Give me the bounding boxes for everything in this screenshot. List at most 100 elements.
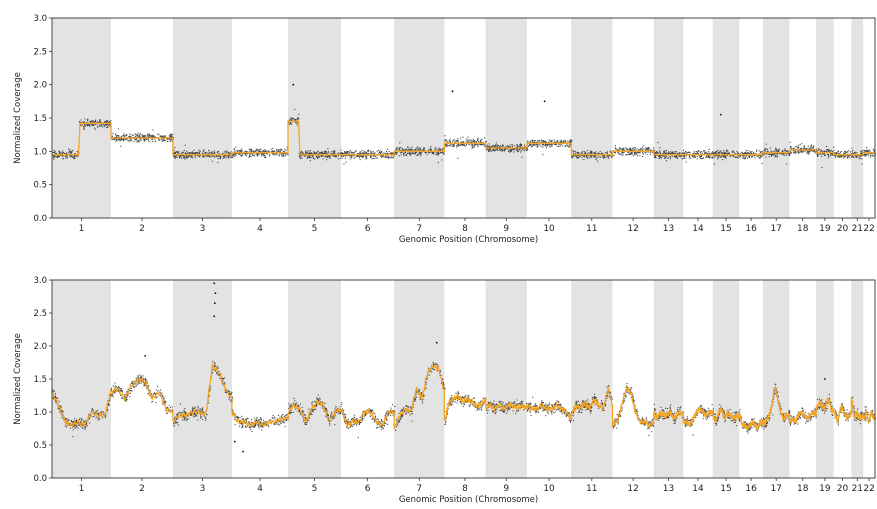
coverage-points-chr14	[684, 149, 714, 162]
chromosome-band-1	[52, 18, 111, 218]
x-tick-label-chr9: 9	[503, 224, 509, 234]
x-tick-label-chr6: 6	[365, 224, 371, 234]
outlier-point-5	[144, 355, 146, 357]
x-tick-label-chr14: 14	[692, 484, 704, 494]
chromosome-band-11	[571, 280, 612, 478]
outlier-point-8	[242, 451, 244, 453]
chromosome-band-21	[851, 18, 863, 218]
chromosome-band-7	[394, 18, 444, 218]
y-tick-label: 0.5	[33, 181, 47, 191]
x-tick-label-chr9: 9	[503, 484, 509, 494]
x-tick-label-chr17: 17	[770, 484, 781, 494]
y-tick-label: 2.5	[33, 47, 47, 57]
chromosome-band-13	[654, 18, 683, 218]
y-tick-label: 2.0	[33, 342, 47, 352]
x-tick-label-chr13: 13	[663, 224, 674, 234]
chromosome-band-5	[288, 18, 341, 218]
chromosome-band-9	[486, 18, 527, 218]
x-tick-label-chr3: 3	[200, 484, 206, 494]
x-tick-label-chr22: 22	[863, 224, 874, 234]
coverage-points-chr6	[341, 149, 395, 164]
x-tick-label-chr19: 19	[819, 224, 831, 234]
coverage-points-chr10	[527, 140, 572, 155]
x-tick-label-chr14: 14	[692, 224, 704, 234]
x-tick-label-chr20: 20	[837, 484, 849, 494]
x-tick-label-chr11: 11	[586, 484, 597, 494]
x-tick-label-chr16: 16	[745, 484, 757, 494]
outlier-point-4	[720, 114, 722, 116]
x-tick-label-chr18: 18	[797, 484, 809, 494]
y-tick-label: 3.0	[33, 14, 47, 24]
x-tick-label-chr7: 7	[416, 484, 422, 494]
y-tick-label: 1.5	[33, 114, 47, 124]
x-tick-label-chr1: 1	[79, 224, 85, 234]
x-tick-label-chr8: 8	[462, 484, 468, 494]
coverage-points-chr16	[739, 150, 763, 164]
x-tick-label-chr2: 2	[139, 484, 145, 494]
outlier-point-4	[213, 315, 215, 317]
x-tick-label-chr15: 15	[720, 484, 731, 494]
y-tick-label: 2.0	[33, 81, 47, 91]
chart-panel-1: 0.00.51.01.52.02.53.01 2 3 4 5 6 7 8 9 10 11 12 13 14…	[13, 14, 876, 245]
chromosome-band-13	[654, 280, 683, 478]
x-tick-label-chr12: 12	[627, 224, 638, 234]
coverage-points-chr8	[444, 136, 486, 159]
outlier-point-1	[213, 282, 215, 284]
coverage-points-chr8	[444, 392, 486, 425]
chromosome-band-17	[763, 280, 790, 478]
x-tick-label-chr19: 19	[819, 484, 831, 494]
chromosome-band-9	[486, 280, 527, 478]
outlier-point-9	[824, 378, 826, 380]
chromosome-band-3	[173, 18, 232, 218]
y-tick-label: 2.5	[33, 309, 47, 319]
x-tick-label-chr17: 17	[770, 224, 781, 234]
chromosome-band-17	[763, 18, 790, 218]
chromosome-band-5	[288, 280, 341, 478]
outlier-point-6	[436, 342, 438, 344]
x-tick-label-chr10: 10	[543, 484, 555, 494]
x-tick-label-chr3: 3	[200, 224, 206, 234]
outlier-point-3	[214, 302, 216, 304]
x-tick-label-chr15: 15	[720, 224, 731, 234]
coverage-points-chr6	[341, 403, 395, 438]
x-tick-label-chr5: 5	[312, 224, 318, 234]
outlier-point-7	[234, 441, 236, 443]
outlier-point-1	[292, 84, 294, 86]
x-tick-label-chr4: 4	[257, 224, 263, 234]
y-axis-label: Normalized Coverage	[13, 72, 23, 164]
x-tick-label-chr16: 16	[745, 224, 757, 234]
x-axis-label: Genomic Position (Chromosome)	[399, 235, 538, 245]
y-tick-label: 3.0	[33, 276, 47, 286]
x-tick-label-chr6: 6	[365, 484, 371, 494]
x-tick-label-chr20: 20	[837, 224, 849, 234]
outlier-point-2	[215, 292, 217, 294]
x-axis-label: Genomic Position (Chromosome)	[399, 495, 538, 505]
coverage-points-chr18	[790, 142, 817, 154]
chromosome-band-21	[851, 280, 863, 478]
y-tick-label: 1.5	[33, 375, 47, 385]
y-tick-label: 1.0	[33, 408, 47, 418]
coverage-points-chr12	[613, 384, 655, 436]
x-tick-label-chr21: 21	[852, 484, 863, 494]
chromosome-band-7	[394, 280, 444, 478]
y-tick-label: 0.5	[33, 441, 47, 451]
y-tick-label: 1.0	[33, 147, 47, 157]
y-tick-label: 0.0	[33, 474, 47, 484]
x-tick-label-chr8: 8	[462, 224, 468, 234]
x-tick-label-chr5: 5	[312, 484, 318, 494]
x-tick-label-chr22: 22	[863, 484, 874, 494]
y-axis-label: Normalized Coverage	[13, 333, 23, 425]
x-tick-label-chr21: 21	[852, 224, 863, 234]
y-tick-label: 0.0	[33, 214, 47, 224]
x-tick-label-chr18: 18	[797, 224, 809, 234]
chart-panel-2: 0.00.51.01.52.02.53.01 2 3 4 5 6 7 8 9 10 11 12 13 14…	[13, 276, 876, 505]
x-tick-label-chr10: 10	[543, 224, 555, 234]
chromosome-band-11	[571, 18, 612, 218]
x-tick-label-chr7: 7	[416, 224, 422, 234]
chromosome-band-15	[713, 280, 740, 478]
chromosome-band-1	[52, 280, 111, 478]
outlier-point-2	[452, 90, 454, 92]
x-tick-label-chr4: 4	[257, 484, 263, 494]
outlier-point-3	[544, 100, 546, 102]
